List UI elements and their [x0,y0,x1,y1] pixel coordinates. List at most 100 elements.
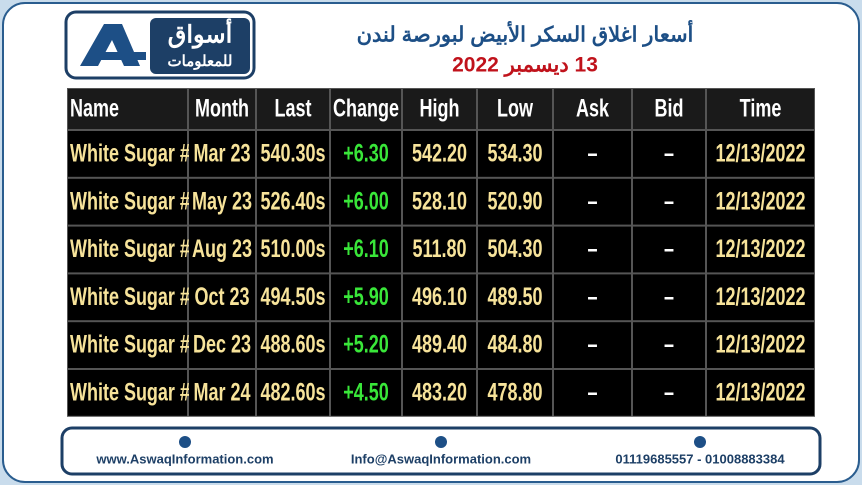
logo-subtext: للمعلومات [168,53,233,70]
cell: Mar 24 [194,378,251,407]
cell-wrap: +6.00 [343,186,389,215]
cell-bg [403,322,476,368]
column-header-wrap: Change [333,94,399,123]
cell-wrap: White Sugar #5 [70,378,200,407]
column-header: High [420,94,460,123]
column-header-bg [189,89,255,129]
column-header-bg [633,89,705,129]
cell: 12/13/2022 [715,378,805,407]
cell: White Sugar #5 [70,186,200,215]
cell-wrap: White Sugar #5 [70,330,200,359]
cell-wrap: White Sugar #5 [70,282,200,311]
cell: – [664,139,674,168]
cell-wrap: 496.10 [412,282,467,311]
cell-bg [633,274,705,321]
column-header-wrap: Name [70,94,119,123]
cell-bg [189,178,255,225]
cell-wrap: – [587,186,597,215]
cell-wrap: 12/13/2022 [715,378,805,407]
cell-bg [633,322,705,368]
cell-bg [403,274,476,321]
cell-wrap: 540.30s [260,139,325,168]
cell: – [587,139,597,168]
cell-bg [707,226,814,273]
cell-bg [478,131,552,177]
cell-bg [554,178,631,225]
cell: 526.40s [260,186,325,215]
cell-wrap: 12/13/2022 [715,234,805,263]
cell-wrap: – [587,378,597,407]
cell: – [587,234,597,263]
cell-bg [554,226,631,273]
cell: +5.90 [343,282,389,311]
cell-bg [554,131,631,177]
cell-wrap: 528.10 [412,186,467,215]
cell-wrap: 511.80 [412,234,466,263]
cell-wrap: – [664,378,674,407]
cell-wrap: 489.50 [487,282,542,311]
cell: 12/13/2022 [715,330,805,359]
cell: 510.00s [260,234,325,263]
cell: 489.40 [412,330,467,359]
cell-wrap: Oct 23 [195,282,250,311]
column-header: Name [70,94,119,123]
cell-bg [403,226,476,273]
cell: 482.60s [260,378,325,407]
column-header-bg [331,89,401,129]
cell: 12/13/2022 [715,139,805,168]
cell-wrap: Dec 23 [193,330,251,359]
column-header: Low [497,94,533,123]
cell-wrap: Mar 24 [194,378,251,407]
cell-bg [68,370,187,416]
cell: Oct 23 [195,282,250,311]
cell-bg [478,274,552,321]
cell: White Sugar #5 [70,139,200,168]
cell: – [587,378,597,407]
logo-icon [80,24,146,66]
cell-bg [331,322,401,368]
cell-bg [633,370,705,416]
cell-wrap: 534.30 [487,139,542,168]
column-header-wrap: High [420,94,460,123]
cell-wrap: 484.80 [487,330,542,359]
cell: Dec 23 [193,330,251,359]
table: Name Month Last Change High Low Ask Bid Time Whit… [67,88,815,417]
column-header-bg [403,89,476,129]
cell-bg [189,131,255,177]
email: Info@AswaqInformation.com [351,451,531,466]
cell-wrap: 478.80 [487,378,542,407]
cell-bg [478,370,552,416]
column-header-bg [257,89,329,129]
cell: May 23 [192,186,252,215]
cell: +4.50 [343,378,389,407]
column-header-bg [68,89,187,129]
cell: 504.30 [487,234,542,263]
cell-wrap: 12/13/2022 [715,282,805,311]
cell-wrap: – [587,139,597,168]
cell-bg [554,274,631,321]
cell-bg [331,178,401,225]
cell-bg [68,274,187,321]
cell: 489.50 [487,282,542,311]
cell-bg [331,370,401,416]
column-header-bg [554,89,631,129]
cell-bg [189,226,255,273]
cell-bg [331,274,401,321]
cell-wrap: 542.20 [412,139,467,168]
cell-bg [189,370,255,416]
column-header: Month [195,94,249,123]
column-header: Bid [655,94,684,123]
cell: – [587,330,597,359]
cell: 534.30 [487,139,542,168]
date: 13 ديسمبر 2022 [452,54,598,78]
web-icon [179,436,191,448]
cell: – [664,282,674,311]
cell: White Sugar #5 [70,282,200,311]
cell: 478.80 [487,378,542,407]
cell-bg [331,226,401,273]
cell-bg [554,322,631,368]
column-header-wrap: Ask [576,94,610,123]
cell-bg [68,178,187,225]
cell: +6.00 [343,186,389,215]
